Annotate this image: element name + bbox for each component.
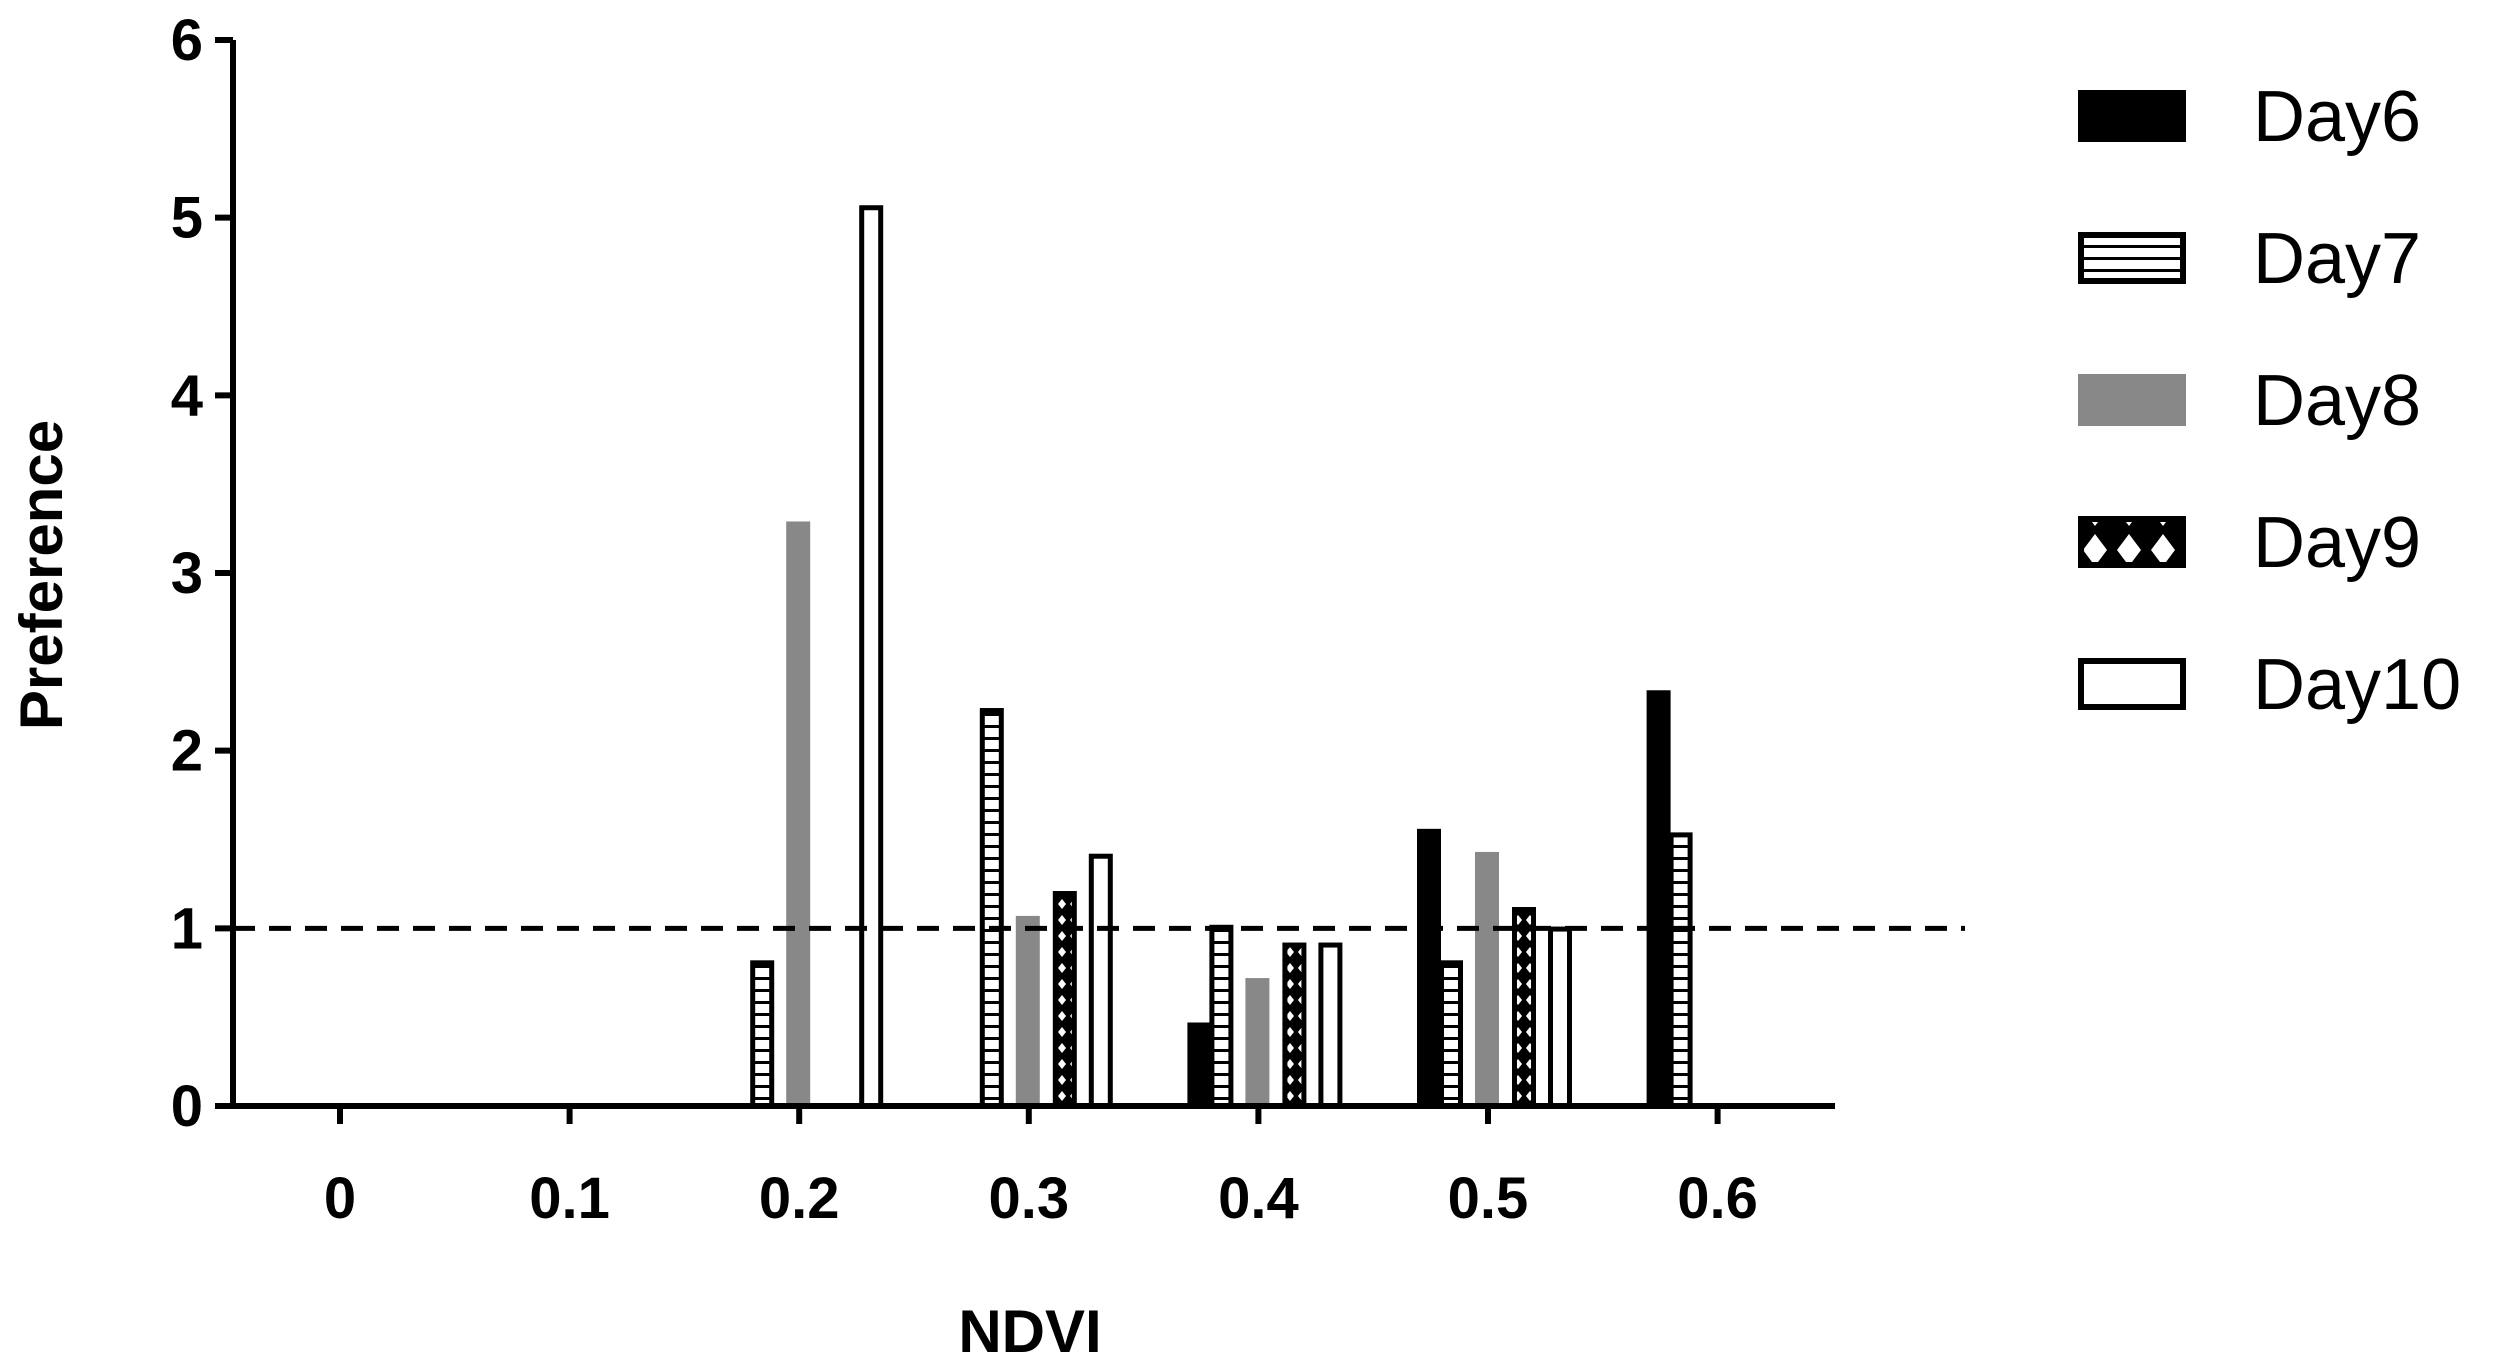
bar-day8 — [1475, 851, 1499, 1106]
y-tick-label: 5 — [171, 186, 203, 251]
x-tick-label: 0.6 — [1677, 1166, 1758, 1231]
bars-group — [750, 205, 1693, 1109]
bar-day7 — [750, 960, 775, 1109]
bar-day7 — [1209, 924, 1234, 1109]
y-tick-label: 0 — [171, 1074, 203, 1139]
x-tick-label: 0.4 — [1218, 1166, 1299, 1231]
x-tick-label: 0.5 — [1448, 1166, 1529, 1231]
bar-day7 — [1439, 960, 1463, 1109]
legend-swatch-day8 — [2078, 374, 2186, 426]
bar-day8 — [1245, 978, 1270, 1106]
x-tick-label: 0.3 — [988, 1166, 1069, 1231]
legend-swatch-day9 — [2078, 516, 2186, 568]
bar-day8 — [786, 521, 811, 1106]
bar-day10 — [1088, 853, 1113, 1109]
legend-swatch-day7 — [2078, 232, 2186, 284]
bar-day7 — [979, 708, 1004, 1109]
legend-label-day8: Day8 — [2253, 361, 2421, 441]
y-tick-label: 2 — [171, 719, 203, 784]
x-tick-label: 0 — [324, 1166, 356, 1231]
y-tick-label: 1 — [171, 896, 203, 961]
x-tick-label: 0.2 — [759, 1166, 840, 1231]
legend-label-day10: Day10 — [2253, 645, 2461, 725]
bar-day10 — [1318, 942, 1343, 1109]
x-axis-title: NDVI — [958, 1298, 1101, 1365]
bar-day9 — [1512, 907, 1536, 1109]
legend: Day6 Day7 Day8 Day9 Day10 — [2078, 77, 2461, 725]
bar-day7 — [1668, 832, 1693, 1109]
bar-day6 — [1417, 828, 1441, 1106]
legend-label-day9: Day9 — [2253, 503, 2421, 583]
x-tick-label: 0.1 — [529, 1166, 610, 1231]
y-tick-label: 4 — [171, 363, 203, 428]
bar-day8 — [1015, 915, 1040, 1106]
bar-day10 — [1548, 926, 1572, 1109]
bar-day9 — [1052, 891, 1077, 1109]
x-ticks-group: 0 0.1 0.2 0.3 0.4 0.5 0.6 — [324, 1106, 1758, 1231]
y-tick-label: 6 — [171, 8, 203, 73]
y-ticks-group: 0 1 2 3 4 5 6 — [171, 8, 233, 1139]
legend-swatch-day6 — [2078, 90, 2186, 142]
bar-day6 — [1187, 1022, 1212, 1106]
y-axis-title: Preference — [8, 420, 75, 730]
y-tick-label: 3 — [171, 541, 203, 606]
bar-day6 — [1646, 690, 1671, 1106]
bar-day9 — [1282, 942, 1307, 1109]
bar-day10 — [859, 205, 884, 1109]
legend-swatch-day10 — [2078, 658, 2186, 710]
legend-label-day6: Day6 — [2253, 77, 2421, 157]
legend-label-day7: Day7 — [2253, 219, 2421, 299]
